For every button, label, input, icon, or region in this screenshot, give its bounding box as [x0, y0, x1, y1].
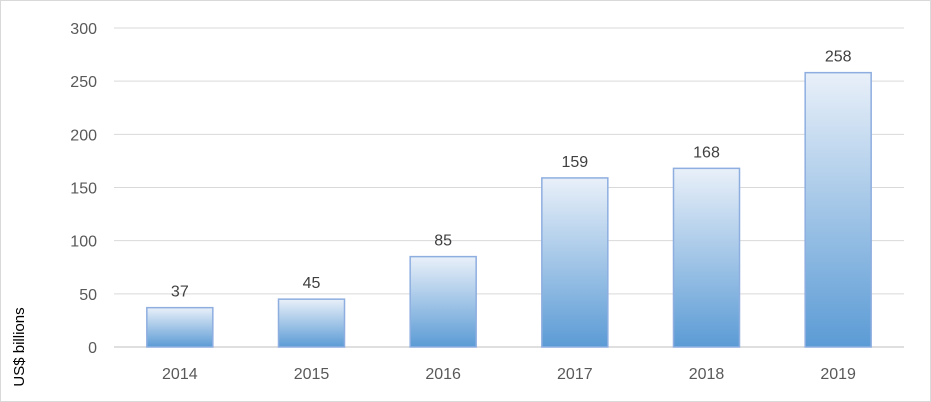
- bar-2016: [409, 255, 477, 348]
- x-tick-label: 2016: [425, 366, 461, 383]
- x-axis-ticks: 2014 2015 2016 2017 2018 2019: [162, 366, 856, 383]
- x-tick-label: 2014: [162, 366, 198, 383]
- y-tick-label: 0: [88, 340, 97, 357]
- bar-2018: [672, 167, 741, 348]
- data-label-2016: 85: [434, 233, 452, 250]
- y-tick-label: 100: [70, 234, 97, 251]
- data-label-2019: 258: [825, 49, 852, 66]
- y-axis-title: US$ billions: [11, 307, 28, 386]
- data-label-2018: 168: [693, 144, 720, 161]
- x-tick-label: 2019: [820, 366, 856, 383]
- x-tick-label: 2017: [557, 366, 593, 383]
- y-tick-label: 50: [79, 287, 97, 304]
- data-label-2014: 37: [171, 284, 189, 301]
- data-label-2017: 159: [561, 154, 588, 171]
- bar-2015: [277, 298, 346, 348]
- bar-2014: [146, 306, 214, 348]
- bars: [146, 71, 872, 348]
- y-tick-label: 200: [70, 127, 97, 144]
- x-tick-label: 2015: [294, 366, 330, 383]
- y-tick-label: 300: [70, 21, 97, 38]
- bar-2017: [541, 177, 609, 348]
- y-tick-label: 250: [70, 74, 97, 91]
- gridlines: [114, 27, 904, 348]
- y-axis-ticks: 0 50 100 150 200 250 300: [70, 21, 97, 357]
- bar-2019: [804, 71, 872, 348]
- y-tick-label: 150: [70, 181, 97, 198]
- x-tick-label: 2018: [689, 366, 725, 383]
- data-label-2015: 45: [303, 275, 321, 292]
- data-labels: 37 45 85 159 168 258: [171, 49, 852, 301]
